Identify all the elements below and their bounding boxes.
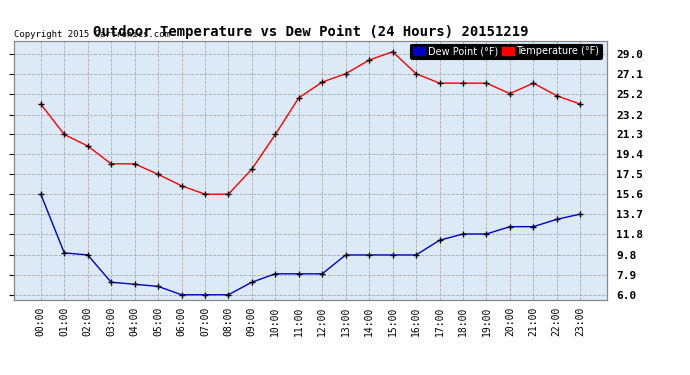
Text: Copyright 2015 Cartronics.com: Copyright 2015 Cartronics.com [14, 30, 170, 39]
Title: Outdoor Temperature vs Dew Point (24 Hours) 20151219: Outdoor Temperature vs Dew Point (24 Hou… [92, 24, 529, 39]
Legend: Dew Point (°F), Temperature (°F): Dew Point (°F), Temperature (°F) [410, 44, 602, 59]
